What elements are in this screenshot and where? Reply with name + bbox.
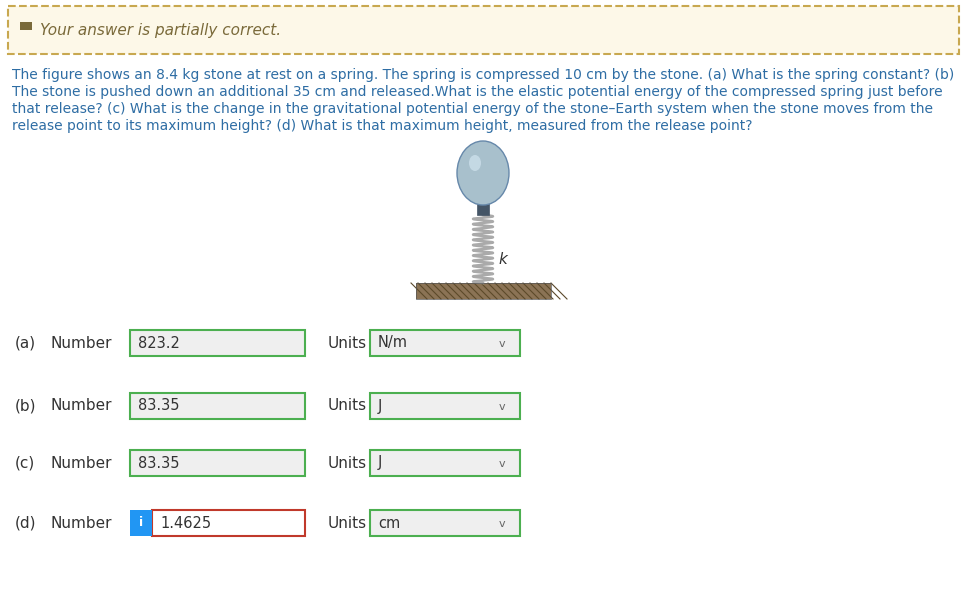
FancyBboxPatch shape	[370, 330, 520, 356]
Text: N/m: N/m	[378, 335, 408, 350]
Text: v: v	[499, 459, 506, 469]
FancyBboxPatch shape	[130, 450, 305, 476]
Text: (b): (b)	[15, 399, 37, 414]
Text: Units: Units	[328, 455, 367, 470]
Text: Number: Number	[50, 399, 111, 414]
Text: Units: Units	[328, 399, 367, 414]
Text: 823.2: 823.2	[138, 335, 180, 350]
Text: v: v	[499, 339, 506, 349]
FancyBboxPatch shape	[130, 393, 305, 419]
Text: J: J	[378, 455, 382, 470]
FancyBboxPatch shape	[8, 6, 959, 54]
FancyBboxPatch shape	[416, 283, 551, 299]
Text: Number: Number	[50, 455, 111, 470]
FancyBboxPatch shape	[130, 510, 152, 536]
FancyBboxPatch shape	[370, 510, 520, 536]
FancyBboxPatch shape	[370, 450, 520, 476]
Ellipse shape	[469, 155, 481, 171]
Text: 83.35: 83.35	[138, 399, 180, 414]
Text: J: J	[378, 399, 382, 414]
Text: (c): (c)	[15, 455, 35, 470]
Ellipse shape	[457, 141, 509, 205]
Text: (a): (a)	[15, 335, 36, 350]
FancyBboxPatch shape	[152, 510, 305, 536]
Text: release point to its maximum height? (d) What is that maximum height, measured f: release point to its maximum height? (d)…	[12, 119, 752, 133]
Text: (d): (d)	[15, 516, 37, 531]
Text: Number: Number	[50, 335, 111, 350]
FancyBboxPatch shape	[370, 393, 520, 419]
Text: 1.4625: 1.4625	[160, 516, 211, 531]
Text: v: v	[499, 519, 506, 529]
Text: The stone is pushed down an additional 35 cm and released.What is the elastic po: The stone is pushed down an additional 3…	[12, 85, 943, 99]
Text: Your answer is partially correct.: Your answer is partially correct.	[40, 24, 281, 39]
Text: Units: Units	[328, 335, 367, 350]
Text: k: k	[498, 251, 507, 267]
FancyBboxPatch shape	[130, 330, 305, 356]
Text: i: i	[139, 517, 143, 529]
Text: cm: cm	[378, 516, 400, 531]
Text: Units: Units	[328, 516, 367, 531]
Text: Number: Number	[50, 516, 111, 531]
Text: that release? (c) What is the change in the gravitational potential energy of th: that release? (c) What is the change in …	[12, 102, 933, 116]
Text: The figure shows an 8.4 kg stone at rest on a spring. The spring is compressed 1: The figure shows an 8.4 kg stone at rest…	[12, 68, 954, 82]
FancyBboxPatch shape	[477, 201, 489, 215]
FancyBboxPatch shape	[20, 22, 32, 30]
Text: 83.35: 83.35	[138, 455, 180, 470]
Text: v: v	[499, 402, 506, 412]
